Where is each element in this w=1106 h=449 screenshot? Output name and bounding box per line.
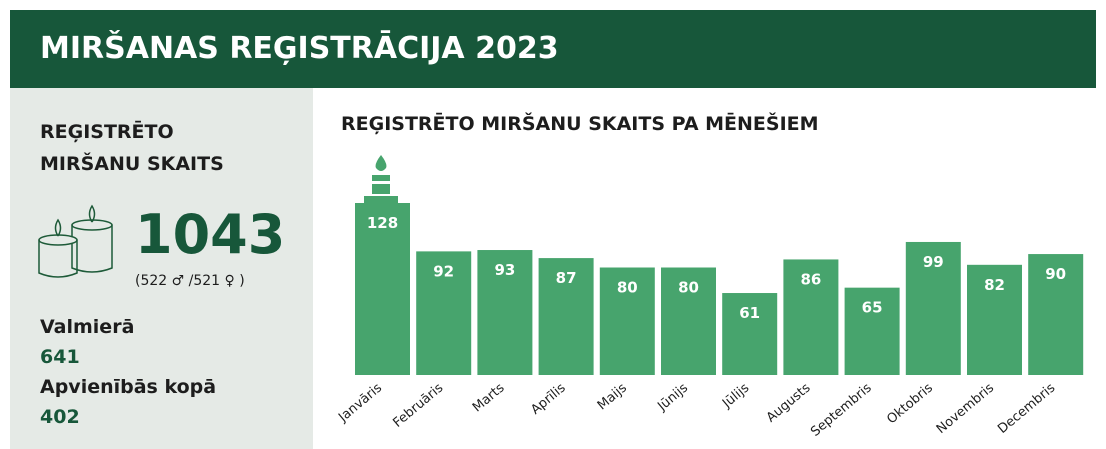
- gender-split: (522 ♂ /521 ♀ ): [135, 273, 245, 289]
- x-tick-label: Janvāris: [335, 380, 385, 425]
- x-tick-label: Marts: [470, 380, 508, 415]
- value-label: 80: [678, 279, 699, 297]
- x-tick-label: Februāris: [390, 380, 446, 430]
- summary-panel: REĢISTRĒTO MIRŠANU SKAITS 1043 (522 ♂ /5…: [10, 88, 313, 449]
- chart-title: REĢISTRĒTO MIRŠANU SKAITS PA MĒNEŠIEM: [341, 111, 819, 135]
- x-tick-label: Augusts: [764, 380, 814, 425]
- value-label: 87: [556, 269, 577, 287]
- value-label: 65: [862, 299, 883, 317]
- value-label: 99: [923, 253, 944, 271]
- page: MIRŠANAS REĢISTRĀCIJA 2023 REĢISTRĒTO MI…: [0, 0, 1106, 449]
- value-label: 61: [739, 304, 760, 322]
- value-label: 90: [1045, 265, 1066, 283]
- x-tick-label: Septembris: [808, 380, 875, 439]
- x-tick-label: Oktobris: [884, 380, 936, 427]
- x-tick-label: Jūlijs: [719, 380, 752, 411]
- total: 1043: [135, 203, 285, 266]
- summary-heading: REĢISTRĒTO MIRŠANU SKAITS: [40, 116, 250, 180]
- x-tick-label: Novembris: [934, 380, 997, 437]
- x-tick-label: Jūnijs: [654, 380, 691, 414]
- value-label: 128: [367, 214, 398, 232]
- candle-icon: [364, 155, 398, 204]
- value-label: 82: [984, 276, 1005, 294]
- x-tick-label: Aprīlis: [528, 380, 569, 417]
- item-value: 402: [40, 406, 80, 428]
- value-label: 80: [617, 279, 638, 297]
- chart: REĢISTRĒTO MIRŠANU SKAITS PA MĒNEŠIEM 12…: [313, 88, 1106, 449]
- candles-icon: [35, 200, 120, 280]
- item-label: Valmierā: [40, 316, 134, 338]
- header-title: MIRŠANAS REĢISTRĀCIJA 2023: [10, 10, 1096, 88]
- item-value: 641: [40, 346, 80, 368]
- value-label: 93: [494, 261, 515, 279]
- value-label: 86: [800, 270, 821, 288]
- x-tick-label: Decembris: [995, 380, 1058, 437]
- x-tick-label: Maijs: [595, 380, 630, 413]
- item-label: Apvienībās kopā: [40, 376, 216, 398]
- value-label: 92: [433, 262, 454, 280]
